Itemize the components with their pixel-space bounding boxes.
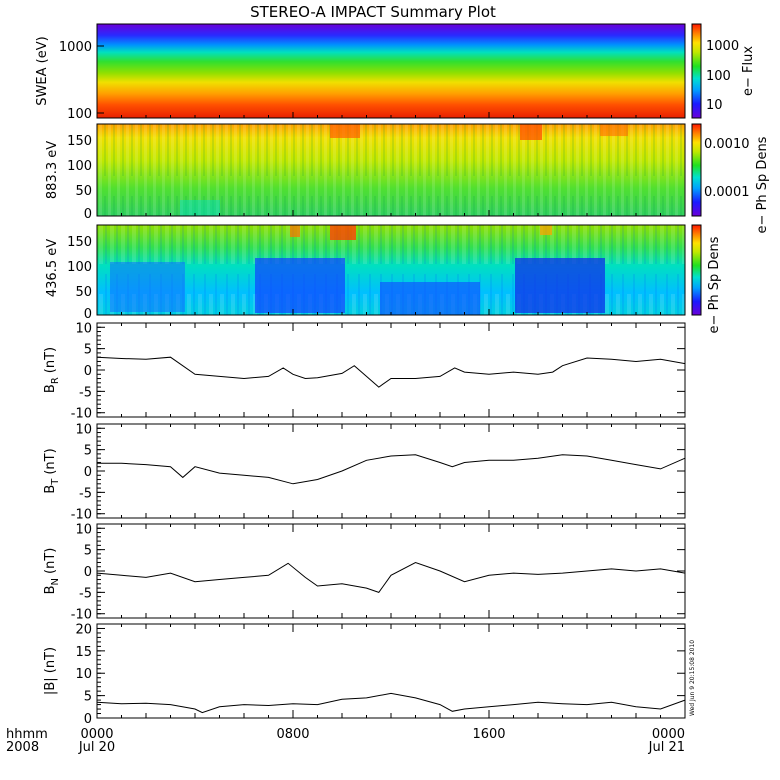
bn-series-line: [96, 561, 686, 593]
xtick-0-hhmm: 0000: [80, 727, 113, 742]
bt-frame: [96, 423, 686, 519]
bmag-series-line: [96, 692, 686, 714]
bn-ytick-label: -10: [71, 608, 92, 623]
br-series-line: [96, 356, 686, 388]
swea-cbar-tick-1000: 1000: [706, 39, 739, 54]
pad436-colorbar: [692, 225, 701, 315]
pad436-cbar-label: e− Ph Sp Dens: [707, 236, 722, 333]
timestamp: Wed Jun 9 20:15:08 2010: [689, 640, 696, 716]
bn-frame: [96, 523, 686, 619]
pad883-ytick-50: 50: [75, 184, 92, 199]
xtick-2-hhmm: 1600: [472, 727, 505, 742]
xaxis-row-label-hhmm: hhmm: [6, 727, 48, 742]
chart-title: STEREO-A IMPACT Summary Plot: [250, 3, 496, 21]
xtick-3-date: Jul 21: [648, 740, 685, 755]
br-ytick-label: 5: [84, 343, 92, 358]
bmag-ytick-label: 10: [75, 667, 92, 682]
pad436-ytick-100: 100: [67, 260, 92, 275]
bt-ytick-label: 0: [84, 465, 92, 480]
panel-bmag: 20 15 10 5 0 |B| (nT): [43, 622, 686, 727]
bt-ytick-label: 5: [84, 444, 92, 459]
panel-bt: 10 5 0 -5 -10 BT(nT): [43, 422, 686, 523]
br-ytick-label: -10: [71, 407, 92, 422]
bmag-ylabel: |B| (nT): [43, 647, 58, 695]
panel-436ev: 436.5 eV 150 100 50 0 e− Ph Sp Dens: [45, 224, 722, 333]
swea-spectrogram: [97, 24, 685, 118]
swea-cbar-tick-100: 100: [706, 69, 731, 84]
bt-series-line: [97, 454, 686, 485]
swea-colorbar: [692, 24, 701, 118]
bn-ytick-label: 10: [75, 522, 92, 537]
panel-bn: 10 5 0 -5 -10 BN(nT): [43, 522, 686, 623]
bmag-ytick-label: 0: [84, 712, 92, 727]
pad436-ylabel: 436.5 eV: [45, 239, 60, 297]
br-ylabel: BR(nT): [43, 347, 61, 393]
bn-ytick-label: -5: [79, 586, 92, 601]
pad883-colorbar: [692, 124, 701, 216]
bmag-ytick-label: 20: [75, 622, 92, 637]
br-ytick-label: -5: [79, 385, 92, 400]
bt-ytick-label: -5: [79, 486, 92, 501]
bn-ylabel: BN(nT): [43, 548, 61, 595]
panel-br: 10 5 0 -5 -10 BR(nT): [43, 321, 686, 422]
pad436-ytick-0: 0: [84, 307, 92, 322]
bt-ytick-label: 10: [75, 422, 92, 437]
bn-ytick-label: 5: [84, 544, 92, 559]
xtick-1-hhmm: 0800: [276, 727, 309, 742]
br-frame: [96, 322, 686, 418]
swea-ytick-1000: 1000: [59, 40, 92, 55]
pad883-cbar-label: e− Ph Sp Dens: [755, 136, 770, 233]
xtick-0-date: Jul 20: [78, 740, 115, 755]
x-axis: hhmm 2008 0000 Jul 20 0800 1600 0000 Jul…: [6, 727, 685, 755]
swea-cbar-label: e− Flux: [741, 46, 756, 96]
br-ytick-label: 10: [75, 321, 92, 336]
bn-ytick-label: 0: [84, 565, 92, 580]
panel-883ev: 883.3 eV 150 100 50 0 0.0010 0.0001 e− P…: [45, 123, 770, 233]
pad883-ytick-150: 150: [67, 134, 92, 149]
xaxis-row-label-year: 2008: [6, 740, 39, 755]
bmag-ytick-label: 5: [84, 690, 92, 705]
panel-swea: SWEA (eV) 1000 100 1000 100 10 e− Flux: [35, 23, 756, 122]
pad883-cbar-tick-0001: 0.0001: [704, 185, 750, 200]
swea-ylabel: SWEA (eV): [35, 36, 50, 105]
bt-ylabel: BT(nT): [43, 448, 61, 493]
br-ytick-label: 0: [84, 364, 92, 379]
pad436-ytick-50: 50: [75, 285, 92, 300]
swea-cbar-tick-10: 10: [706, 98, 723, 113]
xtick-3-hhmm: 0000: [652, 727, 685, 742]
pad883-ylabel: 883.3 eV: [45, 141, 60, 199]
field-panels: 10 5 0 -5 -10 BR(nT) 10 5 0 -5 -10 BT(nT) 10 5 0 -5 -10 B…: [43, 321, 686, 727]
pad883-ytick-100: 100: [67, 159, 92, 174]
swea-ytick-100: 100: [67, 107, 92, 122]
bmag-ytick-label: 15: [75, 645, 92, 660]
pad436-ytick-150: 150: [67, 235, 92, 250]
bt-ytick-label: -10: [71, 508, 92, 523]
pad883-ytick-0: 0: [84, 207, 92, 222]
pad883-cbar-tick-0010: 0.0010: [704, 137, 750, 152]
